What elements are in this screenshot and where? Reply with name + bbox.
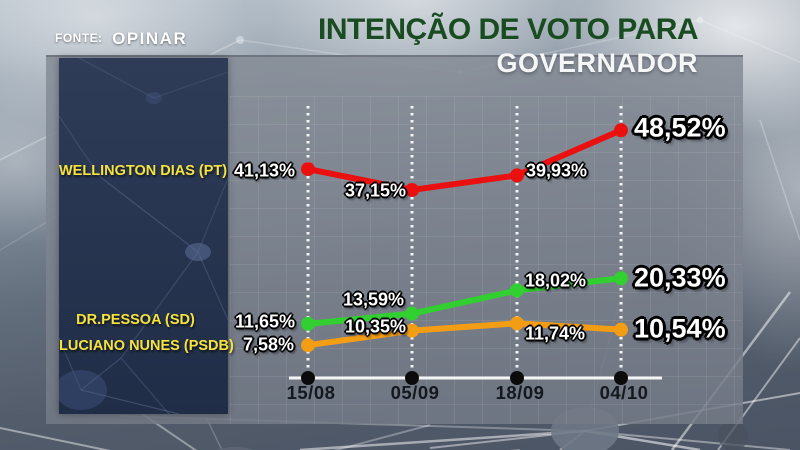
point-label: 10,35%	[344, 316, 406, 337]
point-label: 10,54%	[634, 313, 726, 344]
source-label: FONTE:	[55, 31, 103, 45]
legend-item-luciano-nunes: LUCIANO NUNES (PSDB)	[59, 338, 234, 354]
legend-item-wellington-dias: WELLINGTON DIAS (PT)	[59, 163, 228, 179]
point-label: 48,52%	[634, 112, 726, 143]
point-label: 11,65%	[234, 311, 295, 332]
x-axis-label: 05/09	[390, 382, 440, 403]
point-label: 41,13%	[233, 160, 295, 181]
legend-panel-pattern	[55, 57, 229, 415]
legend-item-dr-pessoa: DR.PESSOA (SD)	[76, 312, 195, 328]
chart-grid	[230, 96, 742, 424]
page-title: INTENÇÃO DE VOTO PARA	[318, 13, 699, 46]
x-axis-label: 18/09	[495, 382, 545, 403]
point-label: 20,33%	[634, 262, 726, 293]
source-name: OPINAR	[112, 29, 188, 48]
point-label: 7,58%	[242, 334, 294, 355]
x-axis-label: 04/10	[599, 382, 649, 403]
point-label: 37,15%	[344, 180, 406, 201]
x-axis-label: 15/08	[286, 382, 336, 403]
point-label: 13,59%	[342, 289, 404, 310]
point-label: 18,02%	[525, 270, 587, 291]
point-label: 11,74%	[525, 323, 586, 344]
point-label: 39,93%	[526, 160, 588, 181]
page-subtitle: GOVERNADOR	[496, 48, 698, 78]
legend-panel	[55, 57, 229, 415]
source-line: FONTE: OPINAR	[55, 29, 187, 49]
